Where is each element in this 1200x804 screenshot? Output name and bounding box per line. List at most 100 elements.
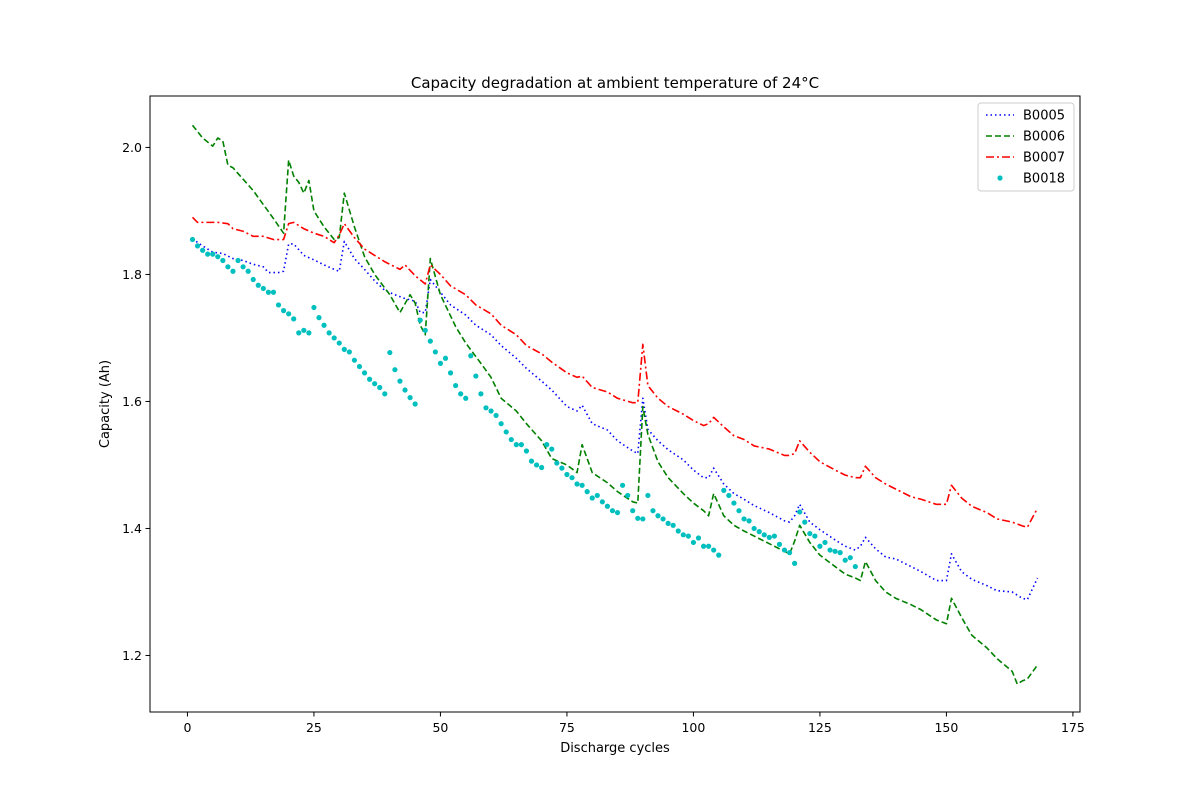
data-point-b0018 xyxy=(523,448,530,454)
data-point-b0018 xyxy=(417,317,423,323)
data-point-b0018 xyxy=(508,436,514,443)
data-point-b0018 xyxy=(392,367,398,373)
legend-label-b0007: B0007 xyxy=(1023,151,1065,166)
data-point-b0018 xyxy=(695,535,702,541)
data-point-b0018 xyxy=(604,503,611,509)
data-point-b0018 xyxy=(200,247,206,253)
data-point-b0018 xyxy=(619,482,626,488)
data-point-b0018 xyxy=(473,373,479,379)
data-point-b0018 xyxy=(690,539,697,546)
y-tick-label: 1.2 xyxy=(122,648,142,663)
data-point-b0018 xyxy=(225,264,231,270)
data-point-b0018 xyxy=(468,353,474,359)
data-point-b0018 xyxy=(751,525,757,532)
y-tick-label: 1.8 xyxy=(122,267,142,282)
series-line-b0006 xyxy=(191,124,1039,685)
data-point-b0018 xyxy=(716,552,722,558)
data-point-b0018 xyxy=(453,382,459,389)
ticks-layer: 0 25 50 75 100 125 150 175 1.2 1.4 1.6 1.8 2.0 xyxy=(122,140,1085,735)
chart-title: Capacity degradation at ambient temperat… xyxy=(411,74,819,92)
data-point-b0018 xyxy=(488,408,494,414)
data-point-b0018 xyxy=(584,489,590,495)
legend-label-b0018: B0018 xyxy=(1023,172,1065,187)
data-point-b0018 xyxy=(336,340,342,346)
data-point-b0018 xyxy=(711,547,717,553)
data-point-b0018 xyxy=(680,532,686,538)
plot-frame xyxy=(149,95,1081,713)
x-tick-label: 150 xyxy=(934,720,958,735)
x-tick-label: 50 xyxy=(432,720,448,735)
data-point-b0018 xyxy=(301,327,307,333)
data-point-b0018 xyxy=(397,378,403,384)
data-point-b0018 xyxy=(361,370,368,376)
data-point-b0018 xyxy=(478,391,484,397)
data-point-b0018 xyxy=(518,442,524,448)
data-point-b0018 xyxy=(205,251,211,257)
series-b0018 xyxy=(189,236,858,570)
data-point-b0018 xyxy=(412,401,418,407)
data-point-b0018 xyxy=(346,349,352,355)
x-axis-label: Discharge cycles xyxy=(560,741,670,756)
data-point-b0018 xyxy=(797,509,803,515)
data-point-b0018 xyxy=(189,236,196,243)
data-point-b0018 xyxy=(776,541,783,547)
x-tick-label: 125 xyxy=(808,720,832,735)
y-tick-label: 2.0 xyxy=(122,140,142,155)
data-point-b0018 xyxy=(402,387,408,393)
data-point-b0018 xyxy=(559,465,565,471)
data-point-b0018 xyxy=(382,391,388,397)
data-point-b0018 xyxy=(407,395,413,401)
data-point-b0018 xyxy=(503,429,509,435)
data-point-b0018 xyxy=(316,315,322,321)
data-point-b0018 xyxy=(589,495,595,501)
data-point-b0018 xyxy=(726,492,732,499)
data-point-b0018 xyxy=(756,529,762,535)
data-point-b0018 xyxy=(230,268,236,274)
data-point-b0018 xyxy=(574,481,580,487)
data-point-b0018 xyxy=(579,482,585,488)
data-point-b0018 xyxy=(422,327,428,333)
data-point-b0018 xyxy=(442,355,449,361)
data-point-b0018 xyxy=(609,508,616,514)
data-point-b0018 xyxy=(220,257,226,264)
data-point-b0018 xyxy=(700,543,707,549)
data-point-b0018 xyxy=(326,330,332,336)
data-point-b0018 xyxy=(493,412,499,419)
data-point-b0018 xyxy=(377,384,383,391)
data-point-b0018 xyxy=(837,550,843,556)
data-point-b0018 xyxy=(255,282,261,288)
data-point-b0018 xyxy=(741,516,747,522)
data-point-b0018 xyxy=(847,555,853,561)
data-point-b0018 xyxy=(625,492,631,499)
data-point-b0018 xyxy=(802,519,808,525)
data-point-b0018 xyxy=(250,276,256,283)
data-point-b0018 xyxy=(599,499,605,505)
data-point-b0018 xyxy=(614,509,621,516)
data-point-b0018 xyxy=(427,338,433,344)
data-point-b0018 xyxy=(437,360,444,366)
data-point-b0018 xyxy=(731,500,737,506)
data-point-b0018 xyxy=(291,316,297,322)
data-point-b0018 xyxy=(842,557,848,563)
x-tick-label: 100 xyxy=(681,720,705,735)
data-point-b0018 xyxy=(675,528,681,534)
legend: B0005 B0006 B0007 B0018 xyxy=(977,102,1075,192)
data-point-b0018 xyxy=(852,563,858,570)
data-point-b0018 xyxy=(463,395,469,401)
data-point-b0018 xyxy=(812,533,818,539)
legend-swatch-b0018 xyxy=(997,175,1003,181)
legend-label-b0005: B0005 xyxy=(1023,109,1065,124)
data-point-b0018 xyxy=(549,446,555,452)
data-point-b0018 xyxy=(771,533,777,539)
data-point-b0018 xyxy=(498,421,504,427)
data-point-b0018 xyxy=(736,508,742,514)
data-point-b0018 xyxy=(569,475,575,481)
x-tick-label: 175 xyxy=(1061,720,1085,735)
data-point-b0018 xyxy=(721,487,727,493)
data-point-b0018 xyxy=(296,330,302,336)
data-point-b0018 xyxy=(706,543,712,549)
data-point-b0018 xyxy=(215,254,221,260)
data-point-b0018 xyxy=(260,285,266,292)
